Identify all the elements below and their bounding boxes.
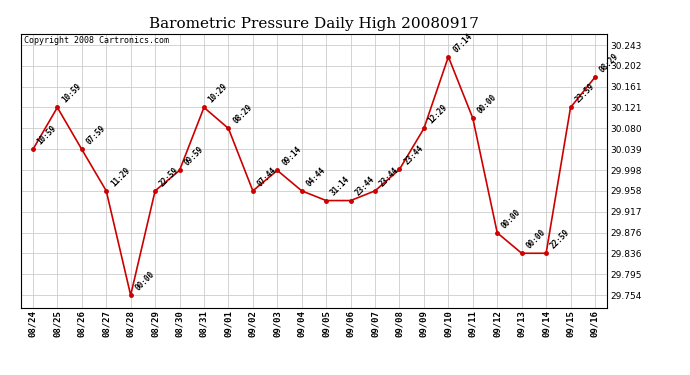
Text: 10:59: 10:59 xyxy=(36,124,59,147)
Text: 09:14: 09:14 xyxy=(280,145,303,168)
Text: 07:44: 07:44 xyxy=(255,165,278,188)
Text: 23:59: 23:59 xyxy=(573,82,596,105)
Text: 23:44: 23:44 xyxy=(378,165,400,188)
Text: 00:00: 00:00 xyxy=(133,270,156,292)
Text: 11:29: 11:29 xyxy=(109,165,132,188)
Text: 12:29: 12:29 xyxy=(426,103,449,126)
Text: 08:29: 08:29 xyxy=(231,103,254,126)
Text: 23:44: 23:44 xyxy=(402,144,425,166)
Text: Copyright 2008 Cartronics.com: Copyright 2008 Cartronics.com xyxy=(23,36,168,45)
Text: 00:00: 00:00 xyxy=(475,93,498,116)
Text: 04:44: 04:44 xyxy=(304,165,327,188)
Text: 10:59: 10:59 xyxy=(60,82,83,105)
Text: 00:00: 00:00 xyxy=(500,207,523,230)
Text: 07:59: 07:59 xyxy=(85,124,107,147)
Title: Barometric Pressure Daily High 20080917: Barometric Pressure Daily High 20080917 xyxy=(149,17,479,31)
Text: 23:44: 23:44 xyxy=(353,175,376,198)
Text: 00:00: 00:00 xyxy=(524,228,547,251)
Text: 31:14: 31:14 xyxy=(329,175,352,198)
Text: 10:29: 10:29 xyxy=(207,82,230,105)
Text: 07:14: 07:14 xyxy=(451,31,474,54)
Text: 22:59: 22:59 xyxy=(158,165,181,188)
Text: 09:59: 09:59 xyxy=(182,145,205,168)
Text: 22:59: 22:59 xyxy=(549,228,571,251)
Text: 08:29: 08:29 xyxy=(598,52,620,75)
